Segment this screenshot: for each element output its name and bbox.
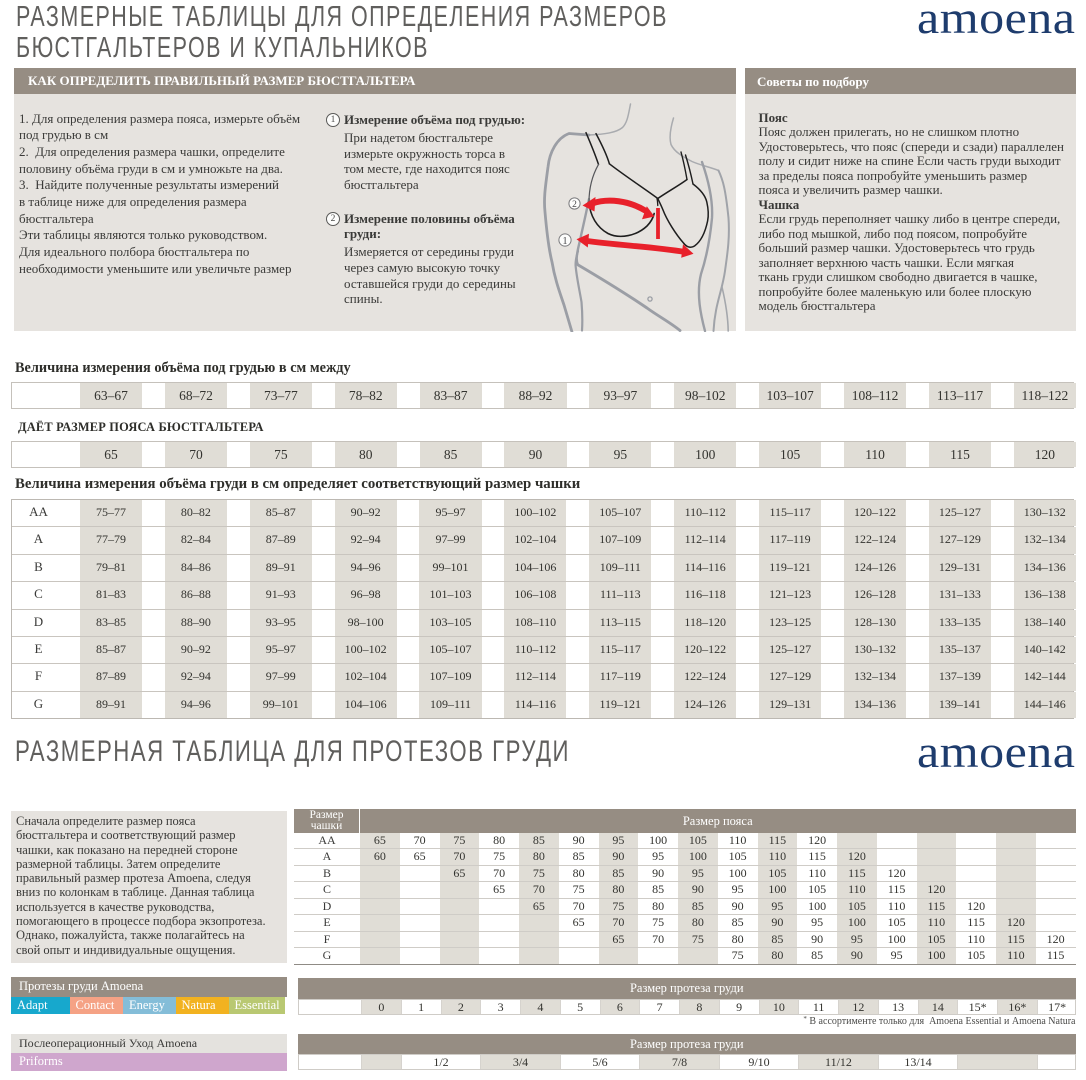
svg-text:1: 1 bbox=[562, 236, 567, 247]
svg-text:2: 2 bbox=[572, 200, 577, 210]
